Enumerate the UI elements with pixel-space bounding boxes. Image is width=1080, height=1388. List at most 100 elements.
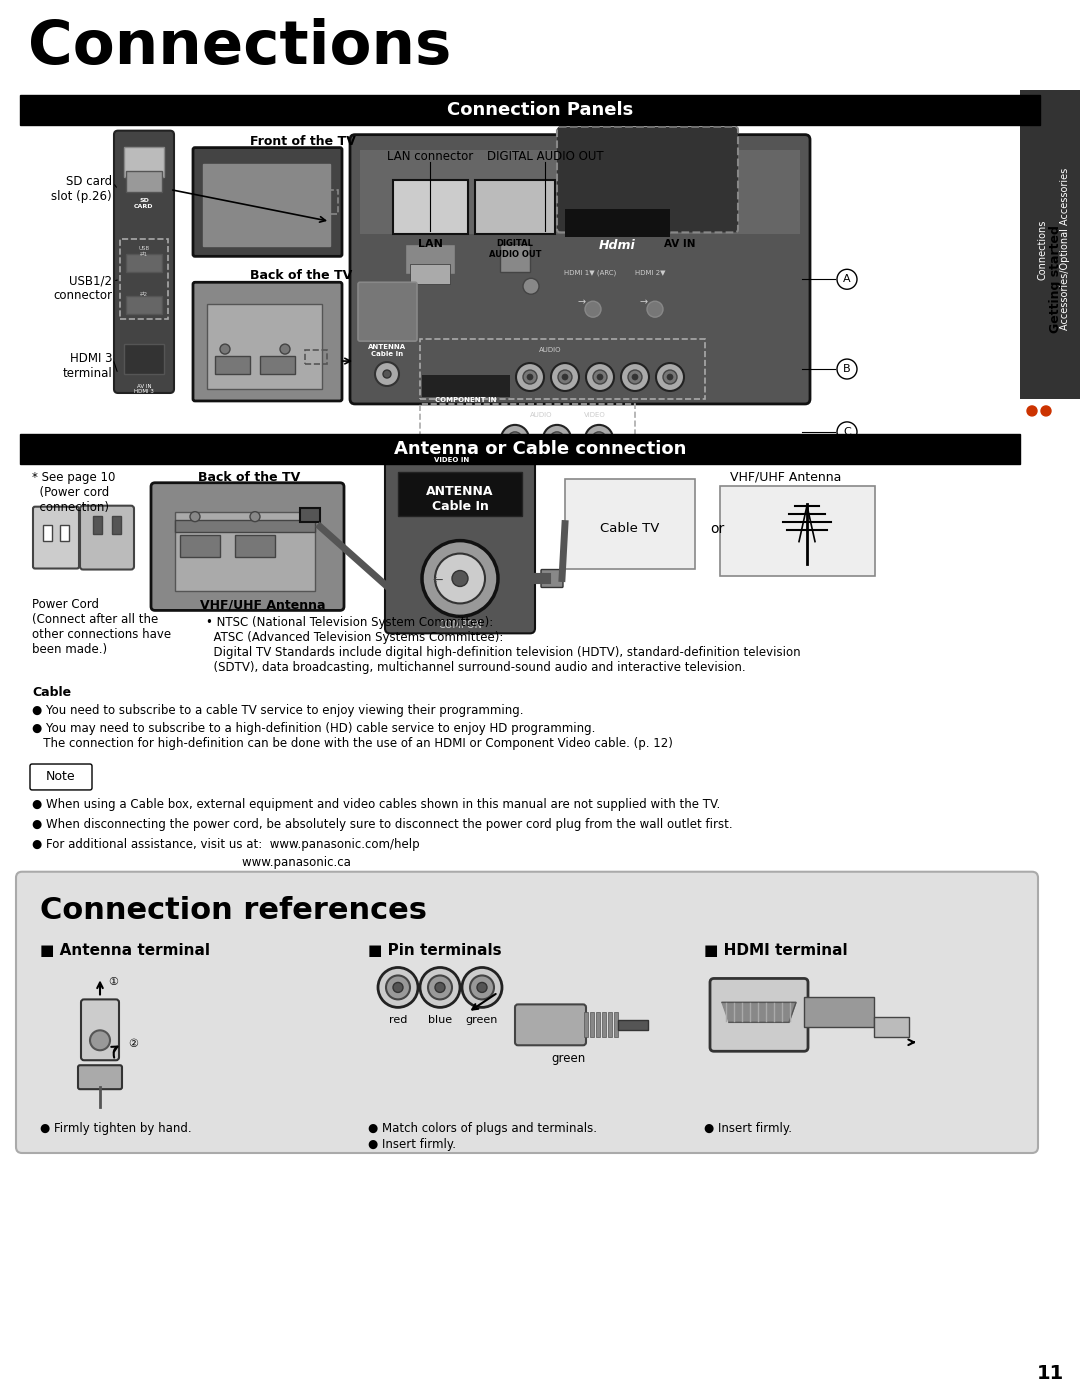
Text: ■ Antenna terminal: ■ Antenna terminal (40, 942, 210, 958)
Text: Power Cord
(Connect after all the
other connections have
been made.): Power Cord (Connect after all the other … (32, 598, 171, 657)
Bar (360, 150, 800, 235)
Circle shape (435, 554, 485, 604)
Circle shape (837, 422, 858, 441)
Text: Connections: Connections (1037, 219, 1047, 279)
Circle shape (378, 967, 418, 1008)
Bar (93, 516, 102, 533)
Circle shape (627, 371, 642, 384)
Bar (596, 1012, 600, 1037)
Bar (203, 164, 330, 246)
Circle shape (558, 371, 572, 384)
Circle shape (428, 976, 453, 999)
Bar (393, 179, 468, 235)
Circle shape (550, 432, 564, 446)
Circle shape (592, 432, 606, 446)
FancyBboxPatch shape (710, 979, 808, 1051)
Bar (124, 147, 164, 176)
Circle shape (249, 512, 260, 522)
Text: Antenna or Cable connection: Antenna or Cable connection (394, 440, 686, 458)
Bar (874, 1017, 909, 1037)
Text: 11: 11 (1037, 1364, 1064, 1384)
Text: A: A (843, 275, 851, 285)
Text: VHF/UHF Antenna: VHF/UHF Antenna (730, 471, 841, 484)
Bar (422, 375, 510, 397)
Bar (399, 472, 522, 516)
Bar (475, 179, 555, 235)
Text: →: → (640, 297, 648, 307)
Text: or: or (710, 522, 724, 536)
Text: AUDIO: AUDIO (530, 412, 553, 418)
Bar (60, 525, 69, 540)
Circle shape (420, 967, 460, 1008)
Text: Connections: Connections (28, 18, 451, 76)
Text: Getting started: Getting started (1049, 225, 1062, 333)
FancyBboxPatch shape (193, 282, 342, 401)
Circle shape (632, 373, 638, 380)
Bar (602, 1012, 606, 1037)
Text: ANTENNA
Cable In: ANTENNA Cable In (427, 484, 494, 512)
Circle shape (280, 344, 291, 354)
Text: SD
CARD: SD CARD (134, 198, 153, 208)
Circle shape (593, 371, 607, 384)
Text: VIDEO IN: VIDEO IN (434, 457, 470, 462)
Text: ②: ② (129, 1040, 138, 1049)
Circle shape (621, 364, 649, 391)
Text: Back of the TV: Back of the TV (198, 471, 300, 484)
Bar (300, 508, 320, 522)
Circle shape (663, 371, 677, 384)
Text: www.panasonic.ca: www.panasonic.ca (32, 856, 351, 869)
Text: Cable: Cable (32, 686, 71, 700)
Polygon shape (723, 1002, 796, 1023)
Text: ■ Pin terminals: ■ Pin terminals (368, 942, 501, 958)
FancyBboxPatch shape (151, 483, 345, 611)
Bar (124, 344, 164, 373)
Text: DIGITAL
AUDIO OUT: DIGITAL AUDIO OUT (489, 239, 541, 258)
Bar (21, 434, 1020, 464)
Bar (618, 1020, 648, 1030)
Text: green: green (465, 1016, 498, 1026)
FancyBboxPatch shape (16, 872, 1038, 1153)
Circle shape (90, 1030, 110, 1051)
Bar (180, 534, 220, 557)
Bar (1020, 90, 1080, 398)
Bar (175, 519, 315, 532)
Circle shape (585, 425, 613, 452)
Text: LAN connector: LAN connector (387, 150, 473, 162)
Text: ■ HDMI terminal: ■ HDMI terminal (704, 942, 848, 958)
FancyBboxPatch shape (541, 569, 563, 587)
Text: Connection references: Connection references (40, 895, 427, 924)
Bar (120, 239, 168, 319)
Text: ● Insert firmly.: ● Insert firmly. (368, 1138, 456, 1151)
Circle shape (527, 373, 534, 380)
Text: ANTENNA
Cable In: ANTENNA Cable In (368, 344, 406, 357)
Circle shape (375, 362, 399, 386)
Text: ⇄2: ⇄2 (140, 293, 148, 297)
Bar (175, 512, 315, 591)
Bar (804, 998, 874, 1027)
Text: ● When using a Cable box, external equipment and video cables shown in this manu: ● When using a Cable box, external equip… (32, 798, 720, 811)
Bar (215, 357, 249, 373)
Bar (500, 244, 530, 272)
Circle shape (386, 976, 410, 999)
Text: green: green (551, 1052, 585, 1065)
Circle shape (837, 359, 858, 379)
Circle shape (422, 540, 498, 616)
Circle shape (551, 364, 579, 391)
Text: LAN: LAN (418, 239, 443, 250)
Circle shape (516, 364, 544, 391)
Circle shape (508, 432, 522, 446)
Bar (422, 434, 484, 457)
Circle shape (477, 983, 487, 992)
Circle shape (647, 301, 663, 318)
Bar (720, 486, 875, 576)
Text: ①: ① (108, 977, 118, 987)
FancyBboxPatch shape (350, 135, 810, 404)
Bar (590, 1012, 594, 1037)
FancyBboxPatch shape (357, 282, 417, 341)
Text: * See page 10
  (Power cord
  connection): * See page 10 (Power cord connection) (32, 471, 116, 514)
Text: Note: Note (46, 770, 76, 783)
Text: B: B (843, 364, 851, 373)
Bar (584, 1012, 588, 1037)
Text: SD card
slot (p.26): SD card slot (p.26) (52, 175, 112, 203)
Bar (126, 254, 162, 272)
